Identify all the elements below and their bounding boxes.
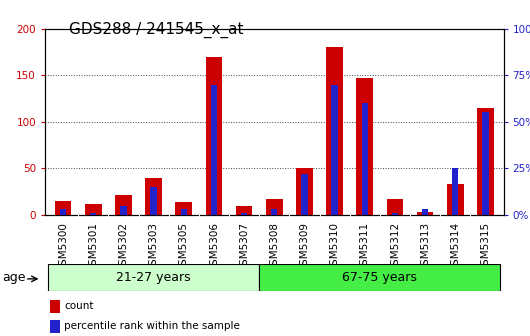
Text: GSM5301: GSM5301	[89, 222, 98, 272]
Text: GSM5303: GSM5303	[148, 222, 158, 272]
Bar	[60, 209, 66, 215]
Bar	[175, 202, 192, 215]
Text: 21-27 years: 21-27 years	[116, 271, 191, 284]
Bar	[241, 213, 248, 215]
Bar	[115, 195, 132, 215]
Bar	[361, 103, 368, 215]
Text: GSM5305: GSM5305	[179, 222, 189, 272]
Bar	[206, 56, 222, 215]
Text: percentile rank within the sample: percentile rank within the sample	[64, 321, 240, 331]
Text: GSM5314: GSM5314	[450, 222, 460, 272]
Bar	[392, 213, 398, 215]
Bar	[301, 174, 307, 215]
Text: GSM5315: GSM5315	[480, 222, 490, 272]
Bar	[386, 199, 403, 215]
Text: GSM5300: GSM5300	[58, 222, 68, 272]
Bar	[50, 300, 60, 312]
Text: GSM5307: GSM5307	[239, 222, 249, 272]
Text: age: age	[3, 271, 26, 284]
Text: GSM5313: GSM5313	[420, 222, 430, 272]
Text: GSM5302: GSM5302	[119, 222, 128, 272]
Bar	[331, 84, 338, 215]
Bar	[259, 264, 500, 291]
Text: GSM5311: GSM5311	[360, 222, 370, 272]
Text: GDS288 / 241545_x_at: GDS288 / 241545_x_at	[69, 22, 243, 38]
Bar	[266, 199, 282, 215]
Bar	[90, 213, 96, 215]
Bar	[181, 209, 187, 215]
Bar	[296, 168, 313, 215]
Bar	[452, 168, 458, 215]
Text: GSM5308: GSM5308	[269, 222, 279, 272]
Text: GSM5306: GSM5306	[209, 222, 219, 272]
Bar	[326, 47, 343, 215]
Bar	[417, 212, 434, 215]
Bar	[271, 209, 277, 215]
Bar	[85, 204, 102, 215]
Text: GSM5312: GSM5312	[390, 222, 400, 272]
Bar	[236, 206, 252, 215]
Bar	[447, 184, 464, 215]
Bar	[211, 84, 217, 215]
Text: 67-75 years: 67-75 years	[342, 271, 417, 284]
Bar	[482, 113, 489, 215]
Bar	[120, 206, 127, 215]
Bar	[55, 201, 72, 215]
Bar	[357, 78, 373, 215]
Text: GSM5310: GSM5310	[330, 222, 340, 272]
Text: GSM5309: GSM5309	[299, 222, 310, 272]
Bar	[151, 187, 157, 215]
Bar	[145, 178, 162, 215]
Bar	[50, 320, 60, 333]
Bar	[48, 264, 259, 291]
Text: count: count	[64, 301, 94, 311]
Bar	[477, 108, 494, 215]
Bar	[422, 209, 428, 215]
